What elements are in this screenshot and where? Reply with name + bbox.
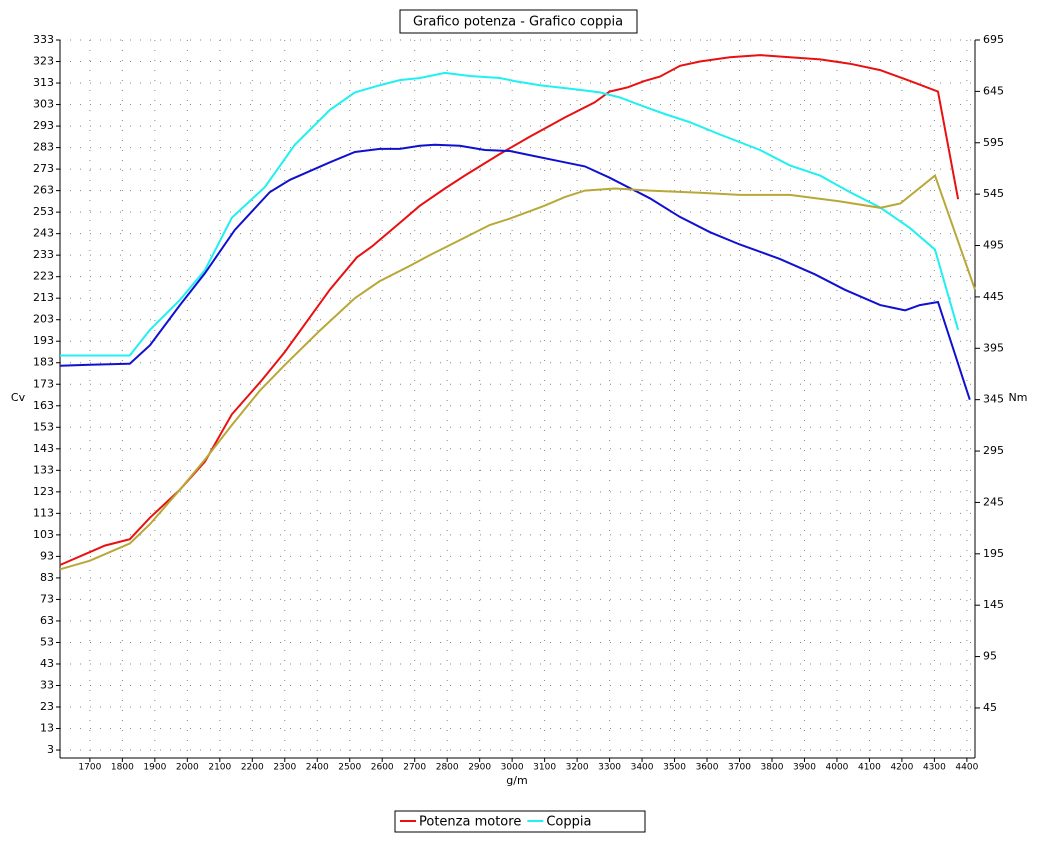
y-tick-label: 23 [40, 700, 54, 713]
y2-tick-label: 145 [983, 598, 1004, 611]
y-tick-label: 203 [33, 313, 54, 326]
y-tick-label: 143 [33, 442, 54, 455]
y-tick-label: 163 [33, 399, 54, 412]
line-series [59, 54, 960, 566]
line-series [59, 143, 971, 401]
y-tick-label: 43 [40, 657, 54, 670]
x-tick-label: 3000 [501, 763, 524, 773]
x-axis-label: g/m [506, 774, 527, 787]
x-tick-label: 2500 [338, 763, 361, 773]
y2-tick-label: 395 [983, 341, 1004, 354]
y-tick-label: 303 [33, 98, 54, 111]
y-tick-label: 113 [33, 506, 54, 519]
y2-tick-label: 695 [983, 33, 1004, 46]
y2-axis-label: Nm [1009, 391, 1028, 404]
y-tick-label: 233 [33, 248, 54, 261]
y2-tick-label: 195 [983, 547, 1004, 560]
y2-tick-label: 295 [983, 444, 1004, 457]
y2-tick-label: 595 [983, 136, 1004, 149]
x-tick-label: 1700 [78, 763, 101, 773]
x-tick-label: 2400 [306, 763, 329, 773]
y2-tick-label: 245 [983, 495, 1004, 508]
legend-label: Coppia [546, 815, 591, 830]
y-tick-label: 253 [33, 205, 54, 218]
y-tick-label: 183 [33, 356, 54, 369]
y-tick-label: 193 [33, 334, 54, 347]
x-tick-label: 3900 [793, 763, 816, 773]
x-tick-label: 4000 [826, 763, 849, 773]
x-tick-label: 2600 [371, 763, 394, 773]
y2-tick-label: 545 [983, 187, 1004, 200]
x-tick-label: 3100 [533, 763, 556, 773]
y2-tick-label: 345 [983, 393, 1004, 406]
y-tick-label: 263 [33, 184, 54, 197]
x-tick-label: 4200 [890, 763, 913, 773]
y-tick-label: 323 [33, 55, 54, 68]
y-tick-label: 13 [40, 722, 54, 735]
y-tick-label: 83 [40, 571, 54, 584]
y-tick-label: 223 [33, 270, 54, 283]
line-series [59, 173, 976, 571]
x-tick-label: 3600 [696, 763, 719, 773]
x-tick-label: 4300 [923, 763, 946, 773]
y-tick-label: 73 [40, 592, 54, 605]
x-tick-label: 4100 [858, 763, 881, 773]
y-tick-label: 333 [33, 33, 54, 46]
x-tick-label: 2200 [241, 763, 264, 773]
x-tick-label: 2800 [436, 763, 459, 773]
y-tick-label: 173 [33, 377, 54, 390]
x-tick-label: 4400 [955, 763, 978, 773]
y-tick-label: 33 [40, 678, 54, 691]
y-tick-label: 103 [33, 528, 54, 541]
x-tick-label: 3200 [566, 763, 589, 773]
y-tick-label: 53 [40, 635, 54, 648]
y-tick-label: 283 [33, 141, 54, 154]
y-tick-label: 243 [33, 227, 54, 240]
y2-tick-label: 95 [983, 650, 997, 663]
chart-title: Grafico potenza - Grafico coppia [413, 15, 623, 30]
x-tick-label: 3300 [598, 763, 621, 773]
y2-tick-label: 645 [983, 84, 1004, 97]
legend-box [394, 810, 646, 833]
x-tick-label: 3400 [631, 763, 654, 773]
x-tick-label: 3500 [663, 763, 686, 773]
x-tick-label: 1900 [143, 763, 166, 773]
x-tick-label: 3800 [761, 763, 784, 773]
y-tick-label: 63 [40, 614, 54, 627]
y-tick-label: 133 [33, 463, 54, 476]
x-tick-label: 2900 [468, 763, 491, 773]
title-box [399, 9, 638, 34]
x-tick-label: 1800 [111, 763, 134, 773]
y-tick-label: 153 [33, 420, 54, 433]
y-tick-label: 313 [33, 76, 54, 89]
x-tick-label: 2700 [403, 763, 426, 773]
y2-tick-label: 45 [983, 701, 997, 714]
x-tick-label: 2100 [208, 763, 231, 773]
y-axis-label: Cv [11, 391, 26, 404]
line-series [60, 71, 960, 357]
y-tick-label: 293 [33, 119, 54, 132]
y2-tick-label: 445 [983, 290, 1004, 303]
x-tick-label: 2300 [273, 763, 296, 773]
y-tick-label: 123 [33, 485, 54, 498]
y2-tick-label: 495 [983, 239, 1004, 252]
y-tick-label: 3 [47, 743, 54, 756]
y-tick-label: 213 [33, 291, 54, 304]
x-tick-label: 3700 [728, 763, 751, 773]
x-tick-label: 2000 [176, 763, 199, 773]
legend-label: Potenza motore [419, 815, 521, 830]
y-tick-label: 273 [33, 162, 54, 175]
y-tick-label: 93 [40, 549, 54, 562]
